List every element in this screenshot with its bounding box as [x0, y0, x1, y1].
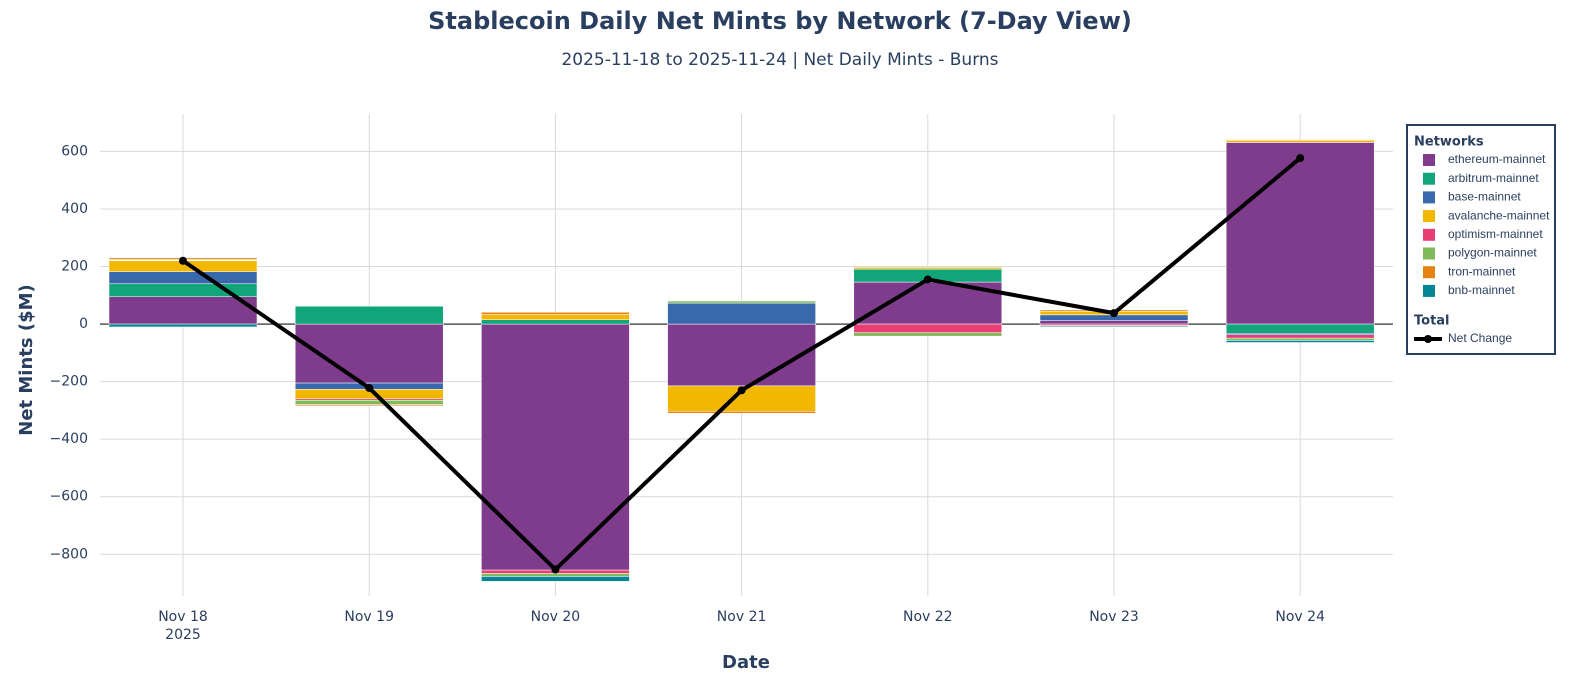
- bar-segment: [667, 302, 816, 325]
- net-change-marker: [923, 275, 932, 284]
- y-tick-label: 400: [61, 201, 88, 217]
- bar-segment: [481, 573, 630, 577]
- legend-title: Networks: [1414, 135, 1484, 150]
- bar-segment: [667, 323, 816, 387]
- legend-swatch: [1423, 228, 1435, 241]
- legend-swatch: [1423, 172, 1435, 185]
- legend-label: avalanche-mainnet: [1448, 208, 1550, 222]
- bar-segment: [1225, 323, 1375, 334]
- legend-label: tron-mainnet: [1448, 264, 1516, 278]
- x-tick-label: Nov 18 2025: [158, 609, 208, 643]
- chart-title: Stablecoin Daily Net Mints by Network (7…: [428, 7, 1132, 35]
- bar-segment: [667, 300, 816, 304]
- bar-segment: [108, 323, 258, 328]
- y-tick-label: −200: [50, 374, 88, 390]
- legend-label: Net Change: [1448, 331, 1512, 345]
- net-change-marker: [365, 383, 374, 392]
- chart-subtitle: 2025-11-18 to 2025-11-24 | Net Daily Min…: [561, 50, 998, 70]
- bar-segment: [1039, 326, 1189, 328]
- legend-swatch: [1423, 210, 1435, 223]
- bar-segment: [1039, 320, 1189, 325]
- y-tick-label: 600: [61, 143, 88, 159]
- bar-segment: [294, 305, 444, 325]
- legend-label: bnb-mainnet: [1448, 283, 1515, 297]
- x-tick-label: Nov 20: [531, 609, 581, 625]
- net-change-marker: [737, 386, 746, 395]
- legend-label: optimism-mainnet: [1448, 227, 1543, 241]
- x-tick-label: Nov 22: [903, 609, 953, 625]
- legend-label: base-mainnet: [1448, 190, 1521, 204]
- bar-segment: [294, 400, 444, 405]
- legend-label: ethereum-mainnet: [1448, 152, 1546, 166]
- bar-segment: [1225, 340, 1375, 343]
- bar-segment: [853, 323, 1003, 333]
- net-change-marker: [179, 256, 187, 265]
- legend-label: polygon-mainnet: [1448, 246, 1537, 260]
- bar-segment: [1225, 334, 1375, 339]
- bar-segment: [667, 411, 816, 414]
- net-change-marker: [1110, 309, 1118, 318]
- bar-segment: [481, 323, 630, 571]
- legend-swatch: [1423, 154, 1435, 166]
- x-tick-label: Nov 21: [717, 609, 767, 625]
- net-change-marker: [551, 565, 560, 574]
- bar-segment: [1225, 142, 1375, 325]
- legend-label: arbitrum-mainnet: [1448, 171, 1539, 185]
- y-axis-title: Net Mints ($M): [16, 284, 37, 436]
- y-tick-label: −600: [50, 489, 88, 505]
- net-change-marker: [1296, 154, 1305, 163]
- legend-swatch: [1423, 284, 1435, 297]
- bar-segment: [481, 314, 630, 320]
- bar-segment: [1225, 140, 1375, 143]
- legend-swatch: [1423, 247, 1435, 260]
- bar-segment: [108, 296, 258, 325]
- bar-segment: [108, 271, 258, 285]
- bar-segment: [481, 319, 630, 325]
- x-tick-label: Nov 23: [1089, 609, 1139, 625]
- bar-segment: [1225, 337, 1375, 341]
- bar-segment: [481, 312, 630, 315]
- y-tick-label: −400: [50, 431, 88, 447]
- bar-segment: [853, 267, 1003, 270]
- x-tick-label: Nov 24: [1275, 609, 1325, 625]
- y-tick-label: 200: [61, 259, 88, 275]
- bars: [108, 139, 1375, 582]
- bar-segment: [294, 404, 444, 407]
- y-tick-label: −800: [50, 546, 88, 562]
- y-tick-label: 0: [79, 316, 88, 332]
- bar-segment: [481, 576, 630, 582]
- x-tick-label: Nov 19: [344, 609, 394, 625]
- legend-swatch: [1423, 191, 1435, 204]
- legend-swatch: [1423, 266, 1435, 279]
- bar-segment: [1225, 139, 1375, 141]
- bar-segment: [853, 332, 1003, 337]
- legend-marker-swatch: [1424, 335, 1432, 343]
- legend-group-title: Total: [1414, 314, 1450, 329]
- x-axis-title: Date: [722, 652, 770, 673]
